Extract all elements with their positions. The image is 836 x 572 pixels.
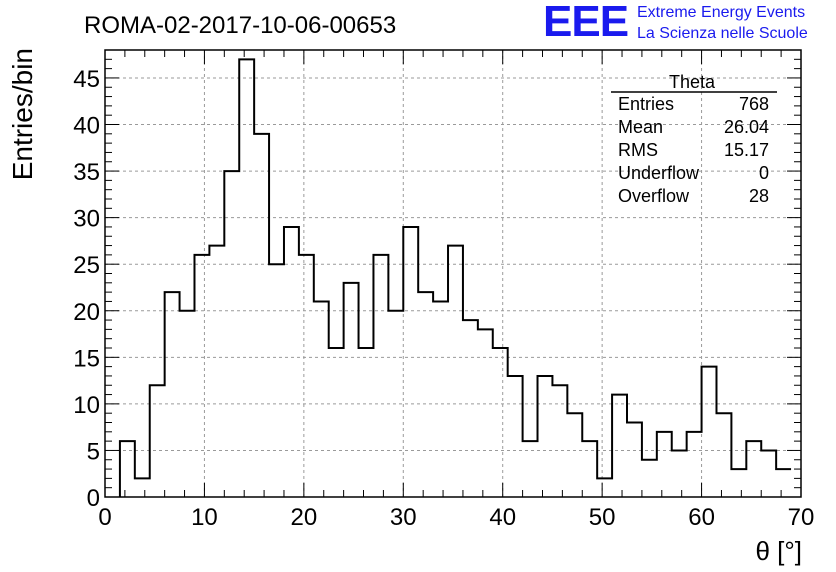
histogram-bar [433,301,448,497]
x-tick-label: 60 [688,504,715,531]
stats-label: Mean [618,117,663,137]
histogram-bar [716,413,731,497]
x-tick-label: 40 [489,504,516,531]
histogram-bar [269,264,284,497]
histogram-bar [314,301,329,497]
histogram-bar [478,329,493,497]
histogram-bar [567,413,582,497]
histogram-bar [612,395,627,497]
histogram-bar [657,432,672,497]
stats-value: 15.17 [724,140,769,160]
logo-line-2: La Scienza nelle Scuole [637,25,808,42]
stats-label: Underflow [618,163,700,183]
y-tick-label: 25 [73,252,100,279]
histogram-bar [493,348,508,497]
histogram-bar [209,246,224,497]
histogram-bar [120,441,135,497]
y-tick-label: 35 [73,159,100,186]
stats-label: Entries [618,94,674,114]
histogram-bar [463,320,478,497]
stats-value: 768 [739,94,769,114]
histogram-bar [373,255,388,497]
x-axis-label: θ [°] [755,536,802,566]
histogram-bar [642,460,657,497]
histogram-bar [672,450,687,497]
histogram-bar [180,311,195,497]
histogram-bar [165,292,180,497]
histogram-bar [746,441,761,497]
histogram-bar [761,450,776,497]
histogram-bar [254,134,269,497]
y-tick-label: 40 [73,113,100,140]
histogram-bar [194,255,209,497]
histogram-bar [150,385,165,497]
histogram-bar [135,478,150,497]
y-tick-label: 10 [73,392,100,419]
stats-label: RMS [618,140,658,160]
y-tick-label: 5 [87,438,100,465]
histogram-bar [776,469,791,497]
histogram-bars [118,58,792,498]
x-tick-label: 70 [788,504,815,531]
chart-title: ROMA-02-2017-10-06-00653 [84,12,396,39]
histogram-bar [359,348,374,497]
y-tick-label: 20 [73,299,100,326]
axes: 0 10 20 30 40 50 60 70 0 5 10 15 20 25 30 35 40 45 [73,49,815,531]
y-axis-label: Entries/bin [7,48,38,180]
x-tick-label: 50 [589,504,616,531]
y-tick-label: 30 [73,206,100,233]
stats-name: Theta [669,72,716,92]
histogram-bar [418,292,433,497]
x-tick-label: 10 [191,504,218,531]
histogram-bar [403,227,418,497]
histogram-bar [731,469,746,497]
histogram-bar [597,478,612,497]
histogram-bar [627,423,642,498]
x-tick-label: 20 [291,504,318,531]
x-tick-label: 30 [390,504,417,531]
eee-logo-text: Extreme Energy Events La Scienza nelle S… [637,2,808,44]
histogram-step-line [118,58,792,497]
histogram-bar [299,255,314,497]
stats-label: Overflow [618,186,690,206]
stats-value: 26.04 [724,117,769,137]
y-tick-label: 15 [73,345,100,372]
y-tick-label: 45 [73,66,100,93]
histogram-bar [284,227,299,497]
histogram-bar [687,432,702,497]
histogram-bar [344,283,359,497]
logo-line-1: Extreme Energy Events [637,4,806,21]
histogram-bar [329,348,344,497]
histogram-bar [523,441,538,497]
histogram-bar [552,385,567,497]
plot-frame [104,49,802,498]
eee-logo-mark: EEE [543,0,629,46]
histogram-bar [508,376,523,497]
stats-rows: Entries 768 Mean 26.04 RMS 15.17 Underflow 0 Ove… [618,94,769,206]
histogram-bar [224,171,239,497]
histogram-bar [702,367,717,497]
stats-value: 0 [759,163,769,183]
histogram-bar [582,441,597,497]
histogram-bar [448,246,463,497]
stats-box: Theta Entries 768 Mean 26.04 RMS 15.17 Underfl… [611,72,777,206]
y-tick-label: 0 [87,485,100,512]
histogram-bar [538,376,553,497]
stats-value: 28 [749,186,769,206]
x-tick-label: 0 [98,504,111,531]
grid-lines [105,50,801,497]
